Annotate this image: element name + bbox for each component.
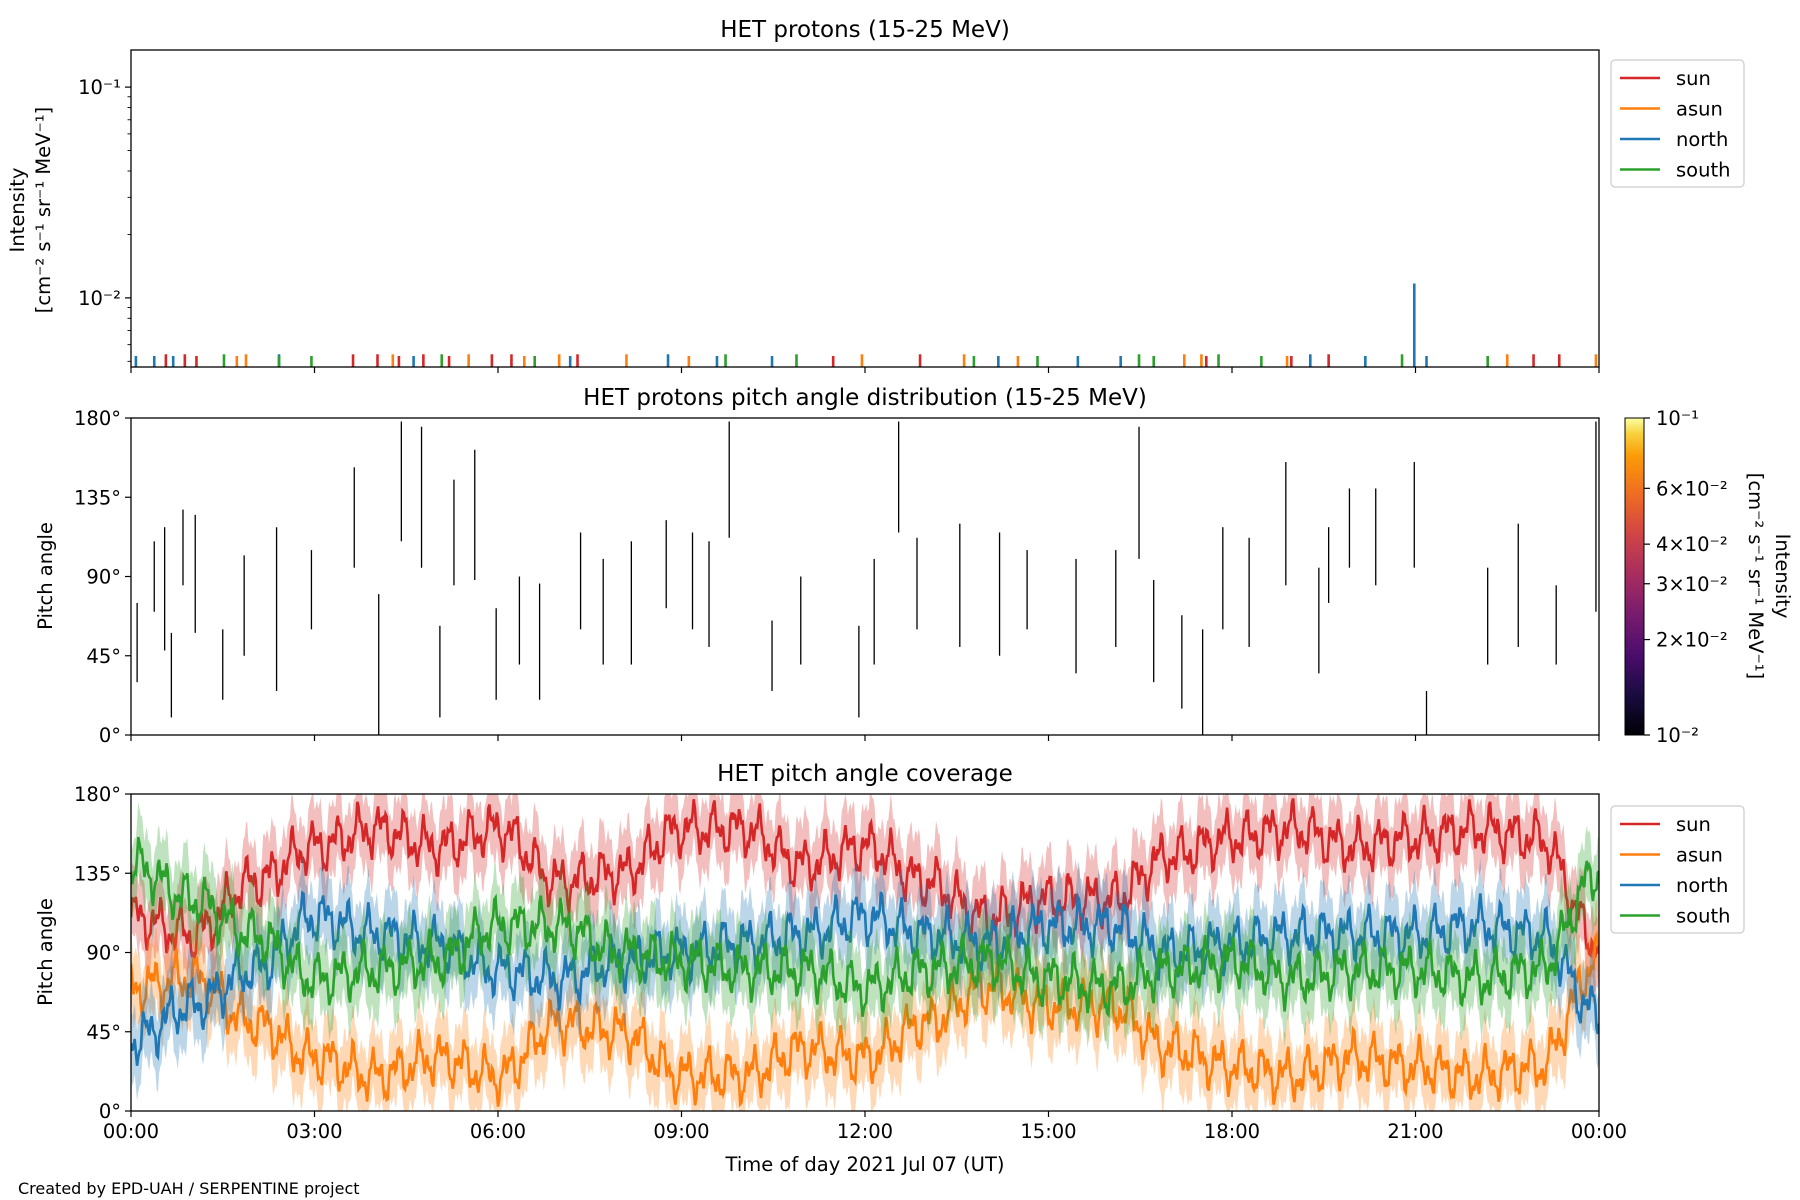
y-tick-label: 90°	[86, 942, 121, 965]
legend-label-asun: asun	[1676, 98, 1723, 121]
panel-coverage: HET pitch angle coverage 0° 45° 90° 135° 180…	[34, 761, 1745, 1143]
legend-label-asun: asun	[1676, 844, 1723, 867]
y-tick-label: 10⁻²	[78, 287, 121, 310]
panel-coverage-plot-area	[131, 794, 1599, 1111]
legend-label-sun: sun	[1676, 67, 1711, 90]
sun-coverage-line	[131, 798, 1599, 964]
legend-label-south: south	[1676, 159, 1730, 182]
legend-label-south: south	[1676, 905, 1730, 928]
north-coverage-band	[131, 856, 1599, 1101]
panel-intensity-y-ticks: 10⁻² 10⁻¹	[78, 76, 131, 362]
x-tick-label: 06:00	[470, 1120, 526, 1143]
panel-pad: HET protons pitch angle distribution (15…	[34, 385, 1794, 747]
panel-pad-title: HET protons pitch angle distribution (15…	[583, 385, 1147, 411]
panel-intensity-ylabel-line1: Intensity	[6, 168, 29, 253]
legend-frame	[1610, 59, 1745, 188]
panel-coverage-legend: sun asun north south	[1610, 805, 1745, 934]
colorbar-tick-label: 3×10⁻²	[1656, 573, 1728, 596]
colorbar-tick-label: 10⁻²	[1656, 724, 1699, 747]
panel-pad-plot-area	[136, 421, 1597, 735]
colorbar-tick-label: 10⁻¹	[1656, 407, 1699, 430]
x-tick-label: 09:00	[653, 1120, 709, 1143]
south-coverage-line	[131, 836, 1599, 1019]
colorbar-tick-label: 2×10⁻²	[1656, 629, 1728, 652]
panel-intensity-legend: sun asun north south	[1610, 59, 1745, 188]
y-tick-label: 180°	[74, 407, 121, 430]
panel-intensity-frame	[130, 49, 1600, 368]
legend-label-north: north	[1676, 874, 1728, 897]
panel-intensity: HET protons (15-25 MeV) 10⁻² 10⁻¹ Intensi…	[6, 17, 1745, 373]
panel-coverage-ylabel: Pitch angle	[34, 898, 57, 1006]
x-tick-label: 18:00	[1204, 1120, 1260, 1143]
x-tick-label: 15:00	[1020, 1120, 1076, 1143]
panel-coverage-y-ticks: 0° 45° 90° 135° 180°	[74, 783, 131, 1123]
y-tick-label: 0°	[99, 1100, 121, 1123]
legend-label-north: north	[1676, 128, 1728, 151]
y-tick-label: 180°	[74, 783, 121, 806]
y-tick-label: 45°	[86, 1021, 121, 1044]
panel-pad-x-ticks	[130, 735, 1600, 741]
x-tick-label: 03:00	[286, 1120, 342, 1143]
x-tick-label: 12:00	[837, 1120, 893, 1143]
north-coverage-line	[131, 890, 1599, 1066]
x-tick-label: 00:00	[103, 1120, 159, 1143]
y-tick-label: 10⁻¹	[78, 76, 121, 99]
y-tick-label: 45°	[86, 645, 121, 668]
panel-coverage-title: HET pitch angle coverage	[717, 761, 1013, 787]
panel-pad-ylabel: Pitch angle	[34, 522, 57, 630]
x-axis-label: Time of day 2021 Jul 07 (UT)	[725, 1153, 1005, 1176]
panel-intensity-title: HET protons (15-25 MeV)	[720, 17, 1010, 43]
panel-coverage-x-ticks: 00:00 03:00 06:00 09:00 12:00 15:00 18:00 21:00…	[103, 1111, 1627, 1143]
legend-frame	[1610, 805, 1745, 934]
legend-label-sun: sun	[1676, 813, 1711, 836]
asun-coverage-line	[131, 930, 1599, 1108]
panel-intensity-ylabel-line2: [cm⁻² s⁻¹ sr⁻¹ MeV⁻¹]	[32, 107, 55, 313]
colorbar-label: Intensity	[1771, 534, 1794, 619]
panel-pad-y-ticks: 0° 45° 90° 135° 180°	[74, 407, 131, 747]
colorbar-units: [cm⁻² s⁻¹ sr⁻¹ MeV⁻¹]	[1744, 473, 1767, 679]
panel-intensity-x-ticks	[130, 367, 1600, 373]
colorbar	[1624, 417, 1645, 736]
colorbar-ticks: 10⁻² 2×10⁻² 3×10⁻² 4×10⁻² 6×10⁻² 10⁻¹	[1644, 407, 1728, 747]
colorbar-tick-label: 6×10⁻²	[1656, 477, 1728, 500]
x-tick-label: 21:00	[1387, 1120, 1443, 1143]
panel-intensity-plot-area	[134, 283, 1598, 367]
y-tick-label: 0°	[99, 724, 121, 747]
credit-text: Created by EPD-UAH / SERPENTINE project	[18, 1179, 360, 1198]
y-tick-label: 90°	[86, 566, 121, 589]
x-tick-label: 00:00	[1571, 1120, 1627, 1143]
y-tick-label: 135°	[74, 862, 121, 885]
colorbar-tick-label: 4×10⁻²	[1656, 533, 1728, 556]
y-tick-label: 135°	[74, 486, 121, 509]
asun-coverage-band	[131, 899, 1599, 1111]
panel-pad-frame	[130, 417, 1600, 736]
